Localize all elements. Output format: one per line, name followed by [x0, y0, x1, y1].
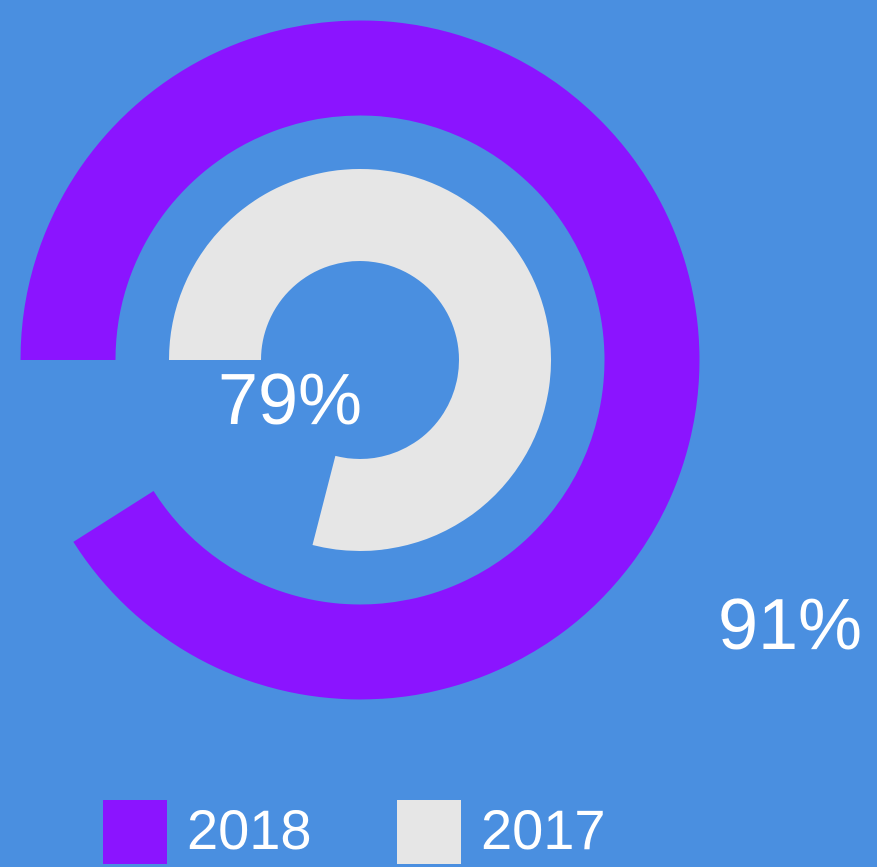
- value-label: 79%: [218, 360, 362, 440]
- legend-swatch: [103, 800, 167, 864]
- value-label: 91%: [718, 585, 862, 665]
- legend-swatch: [397, 800, 461, 864]
- ring-arc: [20, 20, 700, 700]
- legend-label: 2018: [187, 798, 312, 861]
- ring-arc: [169, 169, 551, 551]
- legend-label: 2017: [481, 798, 606, 861]
